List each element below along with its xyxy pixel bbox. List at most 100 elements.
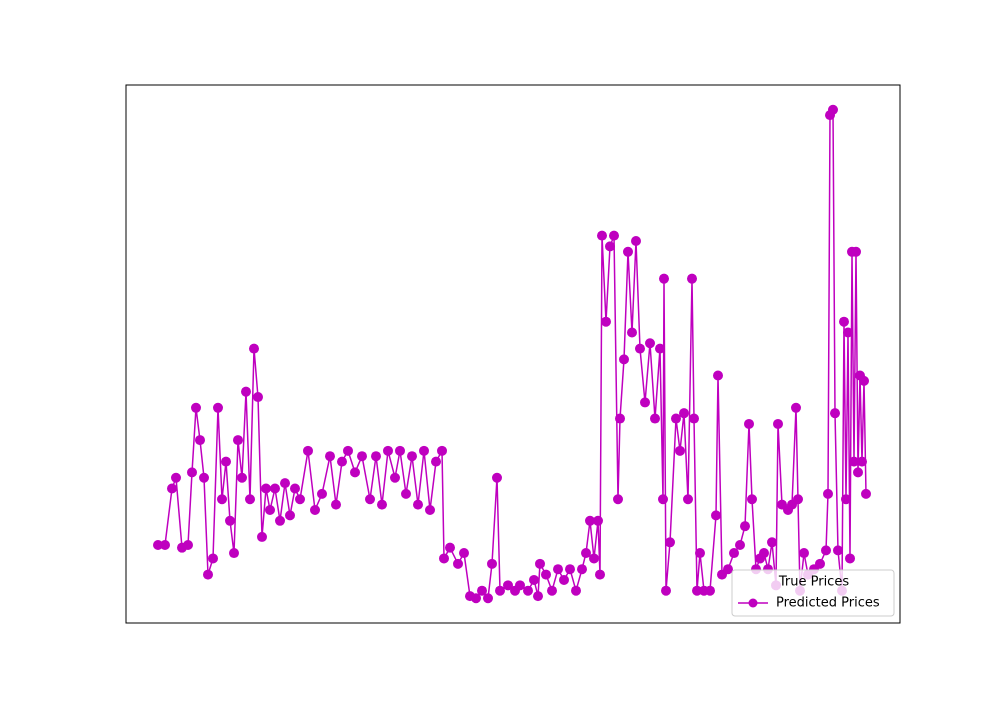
point: [241, 386, 251, 397]
point: [203, 569, 213, 580]
point: [401, 488, 411, 499]
point: [565, 564, 575, 575]
point: [325, 451, 335, 462]
point: [609, 230, 619, 241]
point: [627, 327, 637, 338]
point: [471, 593, 481, 604]
point: [187, 467, 197, 478]
legend-marker: [748, 598, 758, 608]
point: [453, 558, 463, 569]
point: [280, 478, 290, 489]
point: [695, 548, 705, 559]
point: [853, 467, 863, 478]
point: [483, 593, 493, 604]
point: [337, 456, 347, 467]
point: [687, 273, 697, 284]
point: [615, 413, 625, 424]
point: [841, 494, 851, 505]
point: [495, 585, 505, 596]
point: [799, 548, 809, 559]
point: [740, 521, 750, 532]
point: [735, 539, 745, 550]
point: [631, 236, 641, 247]
point: [833, 545, 843, 556]
point: [439, 553, 449, 564]
point: [559, 574, 569, 585]
point: [711, 510, 721, 521]
point: [843, 327, 853, 338]
legend-title: True Prices: [778, 575, 849, 590]
point: [601, 316, 611, 327]
point: [723, 564, 733, 575]
point: [577, 564, 587, 575]
point: [597, 230, 607, 241]
point: [541, 569, 551, 580]
point: [661, 585, 671, 596]
point: [571, 585, 581, 596]
point: [791, 402, 801, 413]
point: [523, 585, 533, 596]
point: [270, 483, 280, 494]
point: [249, 343, 259, 354]
point: [581, 548, 591, 559]
point: [213, 402, 223, 413]
point: [350, 467, 360, 478]
point: [839, 316, 849, 327]
point: [658, 494, 668, 505]
point: [823, 488, 833, 499]
point: [861, 488, 871, 499]
point: [171, 472, 181, 483]
point: [845, 553, 855, 564]
point: [535, 558, 545, 569]
point: [767, 537, 777, 548]
point: [487, 558, 497, 569]
point: [225, 515, 235, 526]
point: [533, 591, 543, 602]
point: [623, 246, 633, 257]
point: [605, 241, 615, 252]
point: [237, 472, 247, 483]
point: [665, 537, 675, 548]
point: [692, 585, 702, 596]
point: [744, 418, 754, 429]
point: [613, 494, 623, 505]
point: [689, 413, 699, 424]
point: [390, 472, 400, 483]
point: [395, 445, 405, 456]
point: [317, 488, 327, 499]
point: [160, 539, 170, 550]
plot-area: [153, 104, 871, 604]
point: [655, 343, 665, 354]
point: [257, 531, 267, 542]
point: [431, 456, 441, 467]
point: [459, 548, 469, 559]
point: [713, 370, 723, 381]
point: [793, 494, 803, 505]
point: [492, 472, 502, 483]
point: [849, 456, 859, 467]
point: [295, 494, 305, 505]
point: [413, 499, 423, 510]
point: [619, 354, 629, 365]
point: [529, 574, 539, 585]
point: [477, 585, 487, 596]
point: [425, 505, 435, 516]
point: [859, 375, 869, 386]
point: [595, 569, 605, 580]
point: [675, 445, 685, 456]
point: [437, 445, 447, 456]
point: [153, 539, 163, 550]
point: [445, 542, 455, 553]
point: [679, 408, 689, 419]
point: [331, 499, 341, 510]
point: [705, 585, 715, 596]
point: [365, 494, 375, 505]
point: [245, 494, 255, 505]
point: [383, 445, 393, 456]
point: [547, 585, 557, 596]
point: [645, 338, 655, 349]
point: [407, 451, 417, 462]
point: [343, 445, 353, 456]
point: [208, 553, 218, 564]
